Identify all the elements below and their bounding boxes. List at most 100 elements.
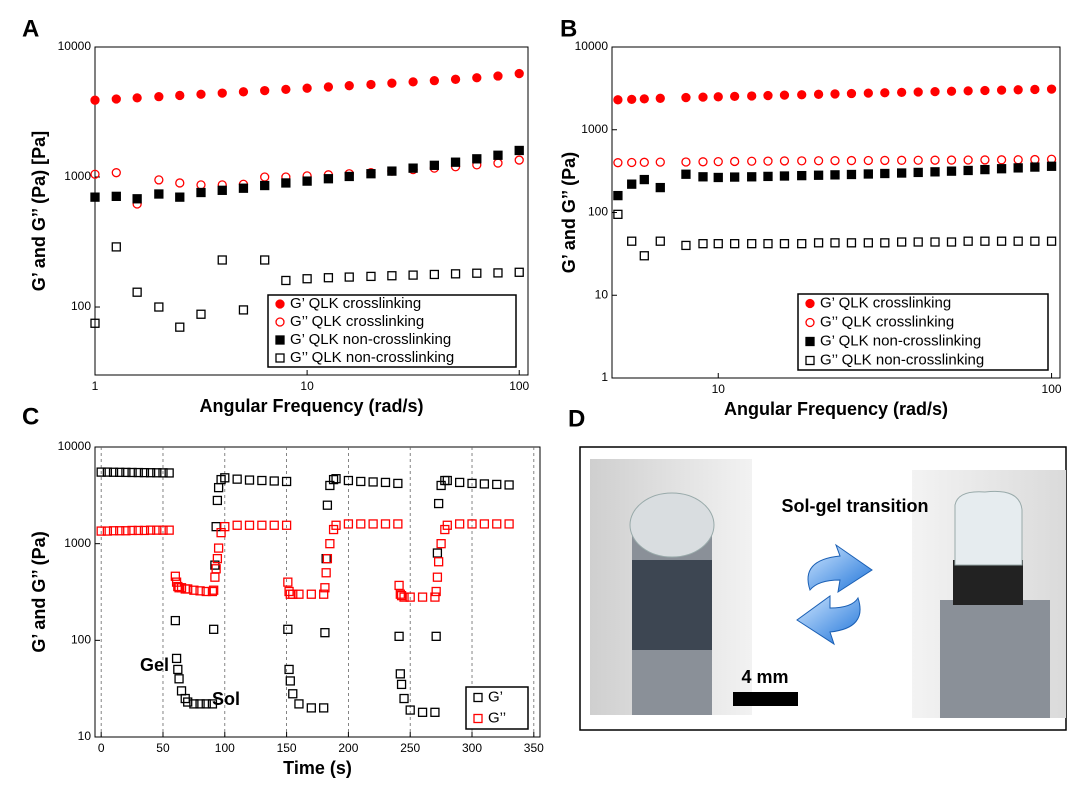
marker (195, 586, 205, 596)
legend-label: G’ QLK non-crosslinking (820, 332, 981, 349)
marker (232, 520, 242, 530)
arrow-down (796, 595, 861, 646)
marker (863, 238, 873, 248)
marker (613, 209, 623, 219)
annotation: Sol (212, 689, 240, 709)
marker (344, 171, 354, 182)
marker (980, 85, 990, 96)
marker (514, 267, 524, 277)
marker (380, 477, 391, 488)
chart: A 1 10 100 100 1000 10000 Angular Frequency (ra… (22, 15, 530, 415)
panel-label: D (568, 405, 585, 432)
marker (1013, 236, 1023, 246)
marker (154, 302, 164, 312)
marker (730, 156, 740, 167)
y-tick-label: 100 (588, 205, 608, 219)
marker (639, 174, 649, 185)
marker (730, 91, 740, 102)
marker (393, 478, 403, 489)
marker (930, 155, 940, 165)
marker (189, 699, 199, 709)
marker (681, 157, 691, 167)
marker (211, 564, 221, 574)
marker (996, 155, 1007, 165)
marker (863, 155, 873, 166)
marker (387, 271, 397, 281)
marker (430, 592, 440, 602)
marker (639, 251, 649, 261)
marker (830, 89, 840, 99)
marker (980, 155, 990, 165)
marker (158, 468, 168, 478)
marker (387, 78, 397, 88)
x-tick-label: 350 (524, 741, 544, 755)
marker (322, 500, 333, 510)
marker (408, 270, 418, 280)
marker (429, 160, 440, 170)
marker (164, 468, 174, 478)
marker (323, 273, 334, 283)
marker (763, 90, 773, 101)
marker (450, 157, 461, 167)
marker (96, 526, 106, 536)
marker (846, 169, 857, 180)
marker (779, 156, 790, 166)
marker (320, 628, 330, 638)
marker (294, 699, 304, 709)
legend-marker (275, 353, 285, 363)
marker (467, 478, 477, 489)
marker (846, 155, 857, 166)
marker (996, 236, 1007, 246)
marker (196, 180, 206, 190)
marker (698, 172, 708, 182)
marker (399, 693, 409, 704)
marker (479, 479, 490, 489)
marker (830, 238, 840, 248)
y-tick-label: 1 (601, 370, 608, 384)
panel-label: A (22, 15, 39, 42)
scale-bar (733, 692, 798, 706)
gel-column (954, 490, 1023, 566)
marker (306, 703, 316, 713)
marker (394, 631, 404, 641)
marker (220, 473, 230, 483)
marker (472, 268, 482, 278)
marker (260, 255, 270, 265)
marker (356, 476, 366, 487)
syringe-fill (632, 560, 712, 650)
marker (217, 255, 227, 265)
marker (139, 525, 150, 536)
marker (154, 189, 164, 199)
marker (366, 79, 376, 90)
marker (132, 287, 142, 297)
legend-label: G’ QLK crosslinking (290, 295, 421, 312)
marker (269, 476, 279, 486)
plot-frame (94, 446, 541, 738)
marker (1013, 155, 1023, 165)
marker (797, 239, 807, 249)
marker (504, 480, 514, 490)
legend-marker (805, 355, 815, 366)
marker (115, 467, 125, 477)
marker (238, 87, 249, 97)
marker (183, 584, 193, 594)
marker (158, 525, 168, 535)
marker (387, 166, 397, 176)
marker (613, 95, 623, 105)
marker (331, 474, 341, 484)
marker (356, 519, 366, 529)
marker (217, 88, 227, 98)
legend-label: G’ (488, 688, 503, 705)
marker (493, 268, 503, 278)
marker (493, 71, 503, 81)
marker (980, 164, 990, 175)
marker (320, 583, 330, 593)
marker (627, 179, 637, 189)
marker (232, 474, 242, 484)
marker (210, 572, 220, 582)
marker (880, 168, 890, 179)
marker (436, 539, 446, 549)
marker (90, 192, 100, 202)
